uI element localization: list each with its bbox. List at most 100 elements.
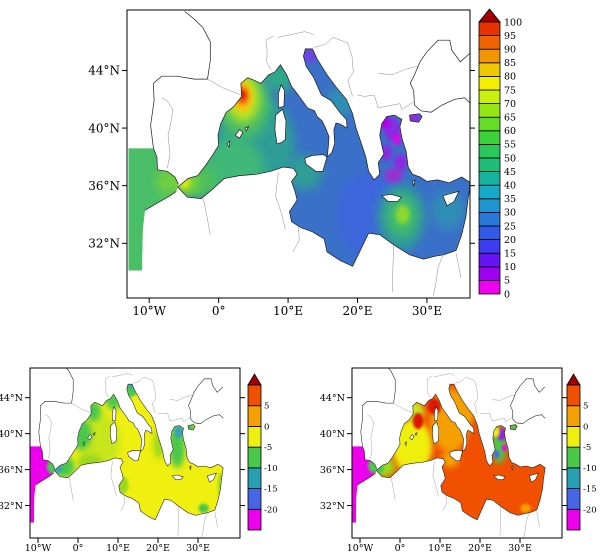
map-canvas-top: 44°N 40°N 36°N 32°N 10°W 0° 10°E 20°E 30°E 0 5 10 15… xyxy=(88,8,522,318)
colorbar-cell xyxy=(478,21,501,37)
colorbar-cell xyxy=(478,211,501,227)
lat-tick-label: 32°N xyxy=(320,501,345,512)
colorbar-cap xyxy=(478,8,501,23)
colorbar-cell xyxy=(566,446,581,469)
panel-top-map: 44°N 40°N 36°N 32°N 10°W 0° 10°E 20°E 30°E 0 5 10 15… xyxy=(88,8,522,318)
colorbar-tick-label: -10 xyxy=(583,464,597,474)
colorbar-cell xyxy=(566,488,581,510)
outer-coastlines xyxy=(357,368,546,486)
colorbar-cell xyxy=(478,184,501,200)
islands xyxy=(226,84,460,207)
colorbar-tick-label: -10 xyxy=(264,464,278,474)
lon-tick-label: 30°E xyxy=(186,543,210,554)
colorbar-cell xyxy=(478,252,501,268)
colorbar xyxy=(478,8,501,295)
colorbar-tick-label: -15 xyxy=(264,485,278,495)
colorbar-cell xyxy=(478,76,501,91)
colorbar-tick-label: 75 xyxy=(504,85,516,96)
map-frame xyxy=(126,9,471,299)
colorbar-cap xyxy=(566,373,581,386)
colorbar-tick-label: 65 xyxy=(504,113,516,124)
lon-tick-label: 0° xyxy=(212,304,226,318)
colorbar-cell xyxy=(247,488,262,510)
lon-tick-label: 10°W xyxy=(347,543,374,554)
colorbar-tick-label: 0 xyxy=(264,422,269,432)
colorbar-tick-label: -20 xyxy=(583,505,597,515)
sea-data-field xyxy=(128,48,470,271)
colorbar-tick-label: -15 xyxy=(583,485,597,495)
colorbar-cell xyxy=(478,35,501,50)
colorbar-cell xyxy=(566,467,581,489)
colorbar-cell xyxy=(478,143,501,159)
colorbar-tick-label: -5 xyxy=(583,443,591,453)
islands xyxy=(404,405,539,483)
colorbar-cell xyxy=(247,508,262,531)
colorbar-cell xyxy=(478,225,501,241)
sea-data-field xyxy=(30,384,224,523)
map-plot-area xyxy=(30,368,224,538)
colorbar-tick-label: 10 xyxy=(504,262,516,273)
colorbar-tick-label: 80 xyxy=(504,72,516,83)
colorbar-tick-label: 40 xyxy=(504,181,516,192)
colorbar-cell xyxy=(478,266,501,281)
colorbar-cell xyxy=(566,508,581,531)
panel-bottom-right-map: 44°N 40°N 36°N 32°N 10°W 0° 10°E 20°E 30°E 5 0 -5 -1… xyxy=(300,335,600,555)
country-borders xyxy=(45,373,218,538)
colorbar-tick-label: 20 xyxy=(504,235,516,246)
colorbar-cell xyxy=(478,48,501,64)
lat-tick-label: 40°N xyxy=(88,121,120,135)
colorbar-tick-label: -5 xyxy=(264,443,272,453)
map-frame xyxy=(351,367,563,539)
colorbar-cell xyxy=(478,116,501,132)
lat-tick-label: 32°N xyxy=(0,501,23,512)
map-frame xyxy=(29,367,241,539)
colorbar-tick-label: 100 xyxy=(504,17,522,28)
colorbar-cell xyxy=(247,405,262,427)
colorbar-cell xyxy=(247,446,262,469)
colorbar-tick-label: 95 xyxy=(504,31,516,42)
map-plot-area xyxy=(128,11,470,297)
country-borders xyxy=(161,31,462,297)
colorbar-cell xyxy=(478,279,501,295)
lat-tick-label: 36°N xyxy=(88,179,120,193)
country-borders xyxy=(367,373,540,538)
lat-tick-label: 40°N xyxy=(320,429,345,440)
colorbar-cell xyxy=(566,426,581,448)
lon-tick-label: 0° xyxy=(395,543,406,554)
colorbar-tick-label: 50 xyxy=(504,153,516,164)
panel-bottom-left-map: 44°N 40°N 36°N 32°N 10°W 0° 10°E 20°E 30°E 5 0 -5 -1… xyxy=(0,335,300,555)
lon-tick-label: 20°E xyxy=(342,304,372,318)
lat-tick-label: 36°N xyxy=(0,465,23,476)
colorbar-tick-label: 30 xyxy=(504,208,516,219)
colorbar-tick-label: 5 xyxy=(264,402,269,412)
lat-tick-label: 40°N xyxy=(0,429,23,440)
outer-coastlines xyxy=(144,11,470,211)
colorbar-tick-label: 70 xyxy=(504,99,516,110)
colorbar-tick-label: -20 xyxy=(264,505,278,515)
colorbar-cell xyxy=(478,103,501,118)
colorbar-cell xyxy=(478,62,501,77)
colorbar-tick-label: 0 xyxy=(583,422,588,432)
colorbar-cell xyxy=(247,384,262,407)
mediterranean-coastline xyxy=(177,48,470,267)
colorbar-tick-label: 25 xyxy=(504,221,516,232)
colorbar-tick-label: 45 xyxy=(504,167,516,178)
marmara-coastline xyxy=(409,113,423,123)
lat-tick-label: 36°N xyxy=(320,465,345,476)
colorbar-tick-label: 5 xyxy=(583,402,588,412)
marmara-coastline xyxy=(509,424,518,431)
colorbar-cell xyxy=(478,130,501,145)
colorbar-tick-label: 85 xyxy=(504,58,516,69)
lon-tick-label: 30°E xyxy=(412,304,442,318)
map-canvas-bottom_left: 44°N 40°N 36°N 32°N 10°W 0° 10°E 20°E 30°E 5 0 -5 -1… xyxy=(0,367,278,554)
lon-tick-label: 10°E xyxy=(106,543,130,554)
colorbar-tick-label: 60 xyxy=(504,126,516,137)
colorbar-cell xyxy=(478,239,501,254)
colorbar-tick-label: 15 xyxy=(504,249,516,260)
lat-tick-label: 44°N xyxy=(320,393,345,404)
map-canvas-bottom_right: 44°N 40°N 36°N 32°N 10°W 0° 10°E 20°E 30°E 5 0 -5 -1… xyxy=(320,367,597,554)
lat-tick-label: 44°N xyxy=(0,393,23,404)
lon-tick-label: 10°W xyxy=(132,304,166,318)
colorbar-tick-label: 90 xyxy=(504,45,516,56)
